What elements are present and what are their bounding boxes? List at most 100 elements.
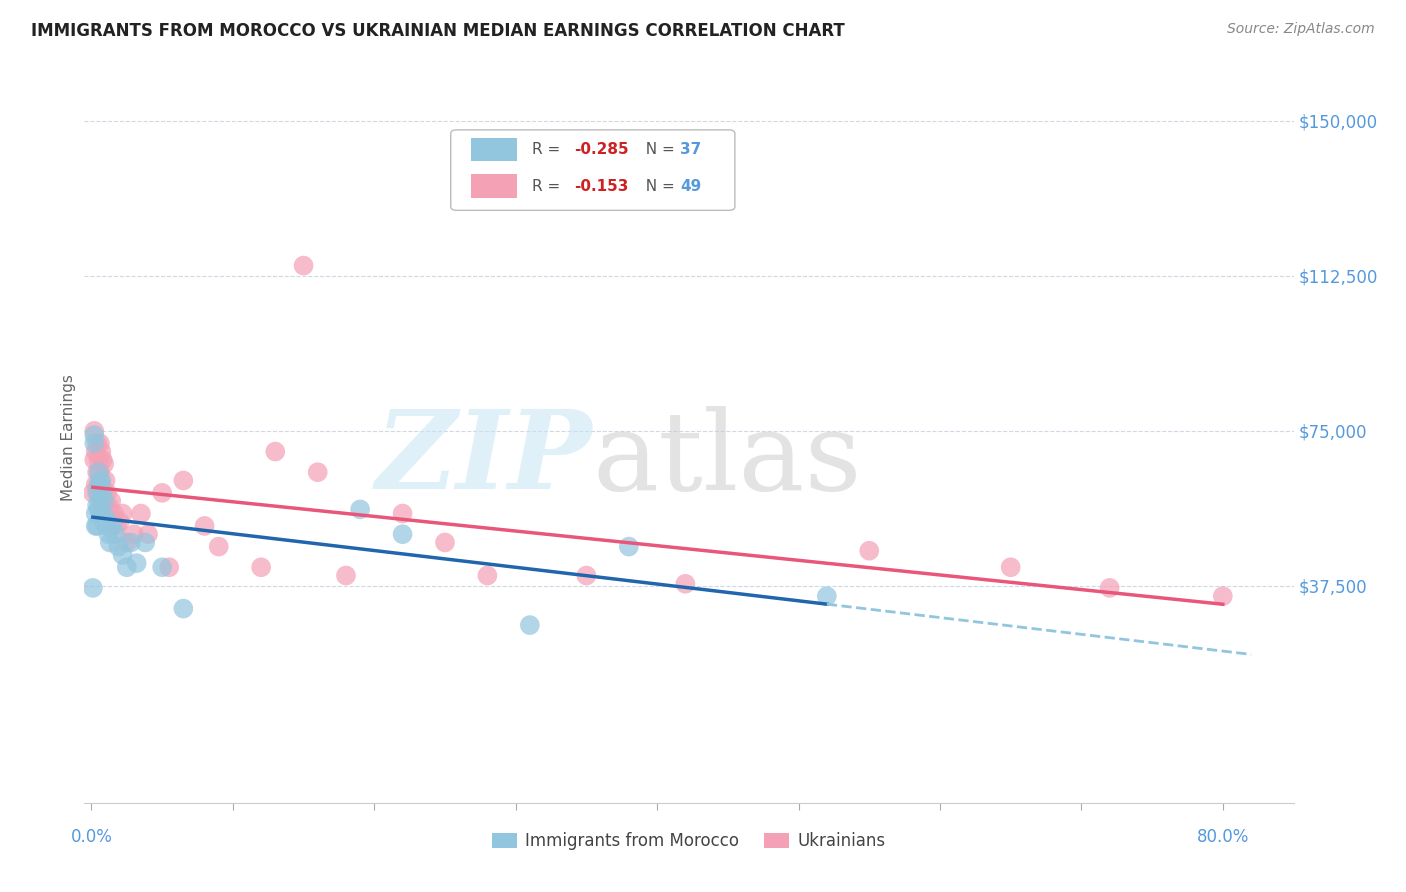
Point	[433, 535, 456, 549]
Point	[87, 465, 110, 479]
Point	[84, 477, 107, 491]
Point	[1000, 560, 1022, 574]
Text: -0.285: -0.285	[574, 142, 628, 157]
Point	[136, 527, 159, 541]
Point	[87, 452, 110, 467]
Point	[97, 498, 120, 512]
Point	[858, 543, 880, 558]
Point	[86, 436, 108, 450]
Point	[122, 527, 145, 541]
Point	[815, 589, 838, 603]
Point	[157, 560, 180, 574]
Point	[86, 519, 108, 533]
Point	[101, 519, 124, 533]
Text: -0.153: -0.153	[574, 178, 628, 194]
Point	[264, 444, 287, 458]
Point	[193, 519, 215, 533]
Text: atlas: atlas	[592, 406, 862, 513]
Point	[292, 259, 315, 273]
Point	[87, 486, 110, 500]
Text: 37: 37	[681, 142, 702, 157]
Point	[111, 548, 134, 562]
Point	[104, 527, 127, 541]
Point	[96, 519, 118, 533]
Point	[617, 540, 640, 554]
Point	[86, 486, 108, 500]
Point	[391, 507, 413, 521]
Point	[91, 452, 114, 467]
Point	[98, 535, 121, 549]
Point	[120, 535, 142, 549]
Point	[83, 436, 105, 450]
FancyBboxPatch shape	[471, 138, 517, 161]
Point	[107, 540, 129, 554]
Point	[86, 498, 108, 512]
Text: 49: 49	[681, 178, 702, 194]
Point	[86, 465, 108, 479]
Text: Source: ZipAtlas.com: Source: ZipAtlas.com	[1227, 22, 1375, 37]
Y-axis label: Median Earnings: Median Earnings	[60, 374, 76, 500]
Point	[1212, 589, 1234, 603]
Point	[105, 519, 128, 533]
Point	[82, 486, 104, 500]
Point	[100, 494, 122, 508]
Point	[98, 507, 121, 521]
Point	[250, 560, 273, 574]
Point	[90, 474, 112, 488]
Text: 0.0%: 0.0%	[70, 828, 112, 846]
Point	[103, 507, 125, 521]
Point	[125, 556, 148, 570]
Point	[94, 510, 117, 524]
Text: ZIP: ZIP	[375, 405, 592, 513]
Text: 80.0%: 80.0%	[1197, 828, 1249, 846]
Legend: Immigrants from Morocco, Ukrainians: Immigrants from Morocco, Ukrainians	[485, 825, 893, 856]
Point	[477, 568, 499, 582]
Point	[1098, 581, 1121, 595]
FancyBboxPatch shape	[451, 130, 735, 211]
Point	[115, 535, 138, 549]
Point	[208, 540, 231, 554]
Point	[84, 519, 107, 533]
Point	[97, 527, 120, 541]
Point	[172, 601, 194, 615]
Point	[134, 535, 156, 549]
Point	[83, 452, 105, 467]
Text: IMMIGRANTS FROM MOROCCO VS UKRAINIAN MEDIAN EARNINGS CORRELATION CHART: IMMIGRANTS FROM MOROCCO VS UKRAINIAN MED…	[31, 22, 845, 40]
Point	[82, 581, 104, 595]
Point	[335, 568, 357, 582]
Point	[129, 507, 152, 521]
Point	[391, 527, 413, 541]
Point	[91, 494, 114, 508]
Point	[108, 515, 131, 529]
Point	[84, 444, 107, 458]
Point	[83, 428, 105, 442]
Point	[89, 477, 111, 491]
Point	[575, 568, 598, 582]
Point	[91, 486, 114, 500]
Point	[115, 560, 138, 574]
Point	[90, 507, 112, 521]
Point	[93, 494, 115, 508]
Point	[87, 477, 110, 491]
Point	[349, 502, 371, 516]
Point	[89, 465, 111, 479]
Point	[84, 507, 107, 521]
Point	[93, 515, 115, 529]
Point	[150, 486, 173, 500]
Point	[87, 502, 110, 516]
Point	[89, 494, 111, 508]
Point	[111, 507, 134, 521]
Point	[83, 424, 105, 438]
Text: N =: N =	[636, 178, 679, 194]
Point	[93, 457, 115, 471]
Point	[90, 477, 112, 491]
Point	[519, 618, 541, 632]
Point	[94, 474, 117, 488]
Point	[673, 576, 696, 591]
Point	[150, 560, 173, 574]
Text: R =: R =	[531, 178, 565, 194]
Point	[172, 474, 194, 488]
Point	[89, 436, 111, 450]
Point	[307, 465, 329, 479]
FancyBboxPatch shape	[471, 175, 517, 198]
